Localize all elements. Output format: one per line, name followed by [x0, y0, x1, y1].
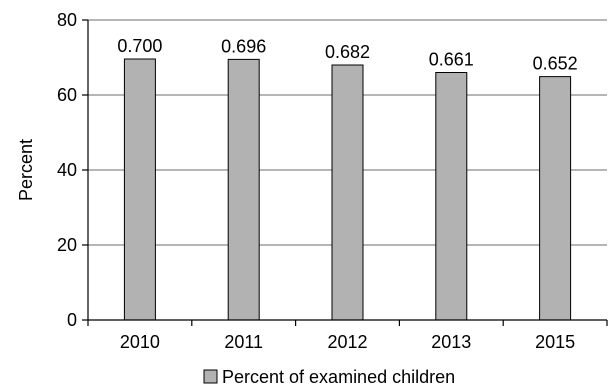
x-tick-label: 2010 [120, 332, 160, 352]
data-label-2010: 0.700 [117, 36, 162, 56]
y-tick-label: 60 [57, 85, 77, 105]
x-ticks: 2010 2011 2012 2013 2015 [87, 320, 608, 352]
data-label-2015: 0.652 [533, 54, 578, 74]
bars [123, 58, 572, 321]
data-label-2013: 0.661 [429, 50, 474, 70]
x-tick-label: 2011 [224, 332, 263, 352]
bar-2010 [123, 58, 156, 321]
y-tick-label: 80 [57, 10, 77, 30]
x-tick-label: 2015 [535, 332, 575, 352]
x-tick-label: 2013 [431, 332, 471, 352]
y-ticks: 0 20 40 60 80 [57, 10, 88, 330]
legend-label: Percent of examined children [222, 367, 455, 387]
bar-2015 [539, 76, 572, 321]
bar-2013 [435, 72, 468, 321]
y-axis-title: Percent [16, 139, 36, 201]
bar-2012 [331, 64, 364, 321]
data-label-2011: 0.696 [221, 36, 266, 56]
y-tick-label: 40 [57, 160, 77, 180]
bar-2011 [227, 58, 260, 321]
y-tick-label: 20 [57, 235, 77, 255]
data-labels: 0.700 0.696 0.682 0.661 0.652 [117, 36, 577, 74]
legend: Percent of examined children [203, 367, 455, 387]
y-tick-label: 0 [67, 310, 77, 330]
legend-swatch [203, 369, 218, 384]
x-tick-label: 2012 [327, 332, 367, 352]
data-label-2012: 0.682 [325, 42, 370, 62]
